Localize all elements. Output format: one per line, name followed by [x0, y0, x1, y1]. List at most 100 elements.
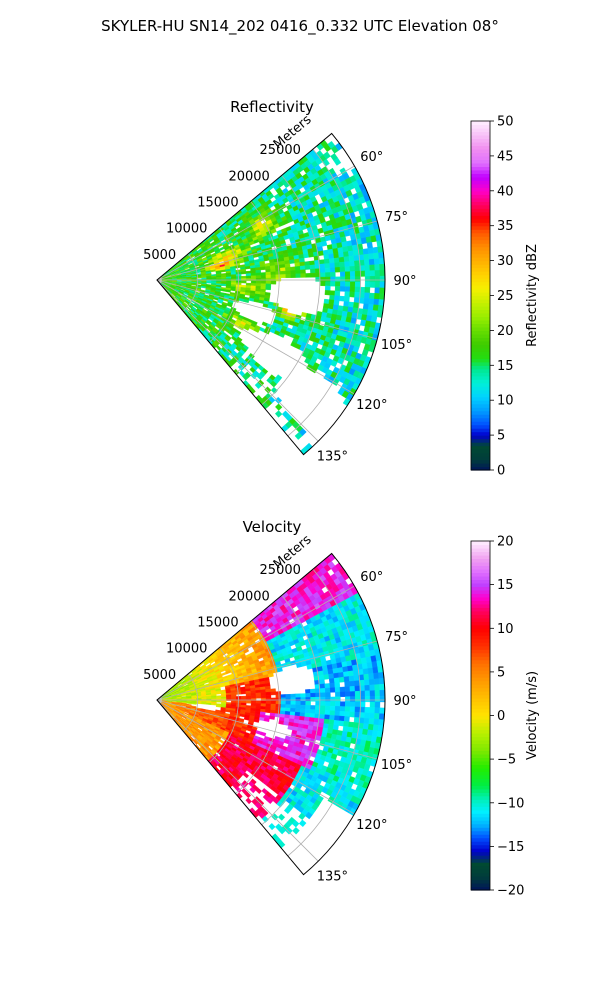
radar-cell	[331, 277, 336, 282]
colorbar-segment	[471, 425, 490, 429]
radar-cell	[256, 693, 261, 696]
radar-cell	[330, 268, 335, 273]
colorbar-segment	[471, 453, 490, 457]
colorbar-segment	[471, 663, 490, 667]
radar-cell	[380, 696, 385, 702]
colorbar-segment	[471, 771, 490, 775]
radar-cell	[364, 298, 370, 304]
radar-cell	[300, 262, 305, 266]
colorbar-segment	[471, 642, 490, 646]
radar-cell	[192, 703, 197, 705]
radar-cell	[325, 688, 330, 693]
radar-cell	[320, 684, 325, 689]
colorbar-segment	[471, 810, 490, 814]
radar-cell	[353, 302, 359, 308]
radar-cell	[251, 696, 256, 699]
colorbar-segment	[471, 590, 490, 594]
colorbar-segment	[471, 236, 490, 240]
radar-cell	[350, 266, 355, 271]
radar-cell	[261, 692, 266, 695]
range-tick-label: 15000	[197, 616, 238, 631]
colorbar-label: Velocity (m/s)	[525, 671, 540, 760]
colorbar-segment	[471, 677, 490, 681]
radar-cell	[355, 292, 360, 298]
colorbar-segment	[471, 205, 490, 209]
radar-cell	[271, 701, 276, 704]
colorbar-tick-label: 0	[497, 709, 505, 724]
colorbar-segment	[471, 789, 490, 793]
radar-cell	[271, 281, 276, 284]
colorbar-segment	[471, 618, 490, 622]
radar-cell	[261, 690, 266, 693]
radar-cell	[329, 254, 335, 259]
radar-cell	[206, 703, 211, 705]
colorbar-segment	[471, 820, 490, 824]
colorbar-segment	[471, 240, 490, 244]
velocity-title: Velocity	[243, 518, 302, 536]
radar-cell	[276, 275, 281, 278]
radar-cell	[319, 675, 325, 680]
colorbar-segment	[471, 653, 490, 657]
radar-cell	[339, 257, 345, 262]
radar-cell	[306, 693, 311, 697]
radar-cell	[251, 281, 256, 284]
colorbar-segment	[471, 414, 490, 418]
radar-cell	[305, 705, 310, 709]
colorbar-segment	[471, 761, 490, 765]
colorbar-segment	[471, 215, 490, 219]
colorbar-segment	[471, 393, 490, 397]
radar-cell	[225, 290, 230, 293]
radar-cell	[369, 293, 374, 299]
radar-cell	[241, 276, 246, 278]
radar-cell	[291, 705, 296, 709]
radar-cell	[305, 261, 310, 265]
radar-cell	[350, 712, 355, 718]
radar-cell	[281, 701, 286, 704]
radar-cell	[275, 411, 282, 418]
figure-suptitle: SKYLER-HU SN14_202 0416_0.332 UTC Elevat…	[101, 17, 499, 36]
radar-cell	[353, 250, 359, 256]
radar-cell	[321, 701, 326, 706]
radar-cell	[266, 692, 271, 695]
colorbar-segment	[471, 736, 490, 740]
range-tick-label: 5000	[143, 668, 176, 683]
colorbar-segment	[471, 681, 490, 685]
radar-cell	[266, 698, 271, 701]
colorbar-segment	[471, 649, 490, 653]
radar-cell	[363, 304, 369, 310]
azimuth-tick-label: 120°	[356, 398, 387, 413]
radar-cell	[221, 672, 226, 676]
radar-cell	[365, 691, 370, 697]
colorbar-segment	[471, 698, 490, 702]
radar-cell	[340, 282, 345, 287]
radar-cell	[365, 696, 370, 702]
radar-cell	[345, 277, 350, 282]
range-tick-label: 5000	[143, 248, 176, 263]
radar-cell	[299, 820, 306, 827]
radar-cell	[310, 261, 315, 266]
radar-cell	[324, 254, 330, 259]
radar-cell	[355, 686, 360, 692]
radar-cell	[350, 686, 355, 691]
reflectivity-panel: Reflectivity 500010000150002000025000Met…	[143, 98, 416, 464]
radar-cell	[330, 282, 335, 287]
radar-cell	[355, 691, 360, 696]
radar-cell	[350, 292, 355, 298]
radar-cell	[363, 669, 369, 675]
colorbar-segment	[471, 635, 490, 639]
colorbar-segment	[471, 439, 490, 443]
radar-cell	[225, 710, 230, 713]
radar-cell	[325, 706, 330, 711]
azimuth-tick-label: 60°	[360, 150, 383, 165]
colorbar-segment	[471, 719, 490, 723]
radar-cell	[207, 282, 212, 284]
colorbar-segment	[471, 544, 490, 548]
radar-cell	[345, 702, 350, 707]
radar-cell	[256, 276, 261, 279]
radar-cell	[261, 281, 266, 284]
radar-cell	[289, 260, 294, 264]
radar-cell	[375, 264, 380, 270]
radar-cell	[370, 707, 375, 713]
colorbar-segment	[471, 159, 490, 163]
colorbar-segment	[471, 351, 490, 355]
